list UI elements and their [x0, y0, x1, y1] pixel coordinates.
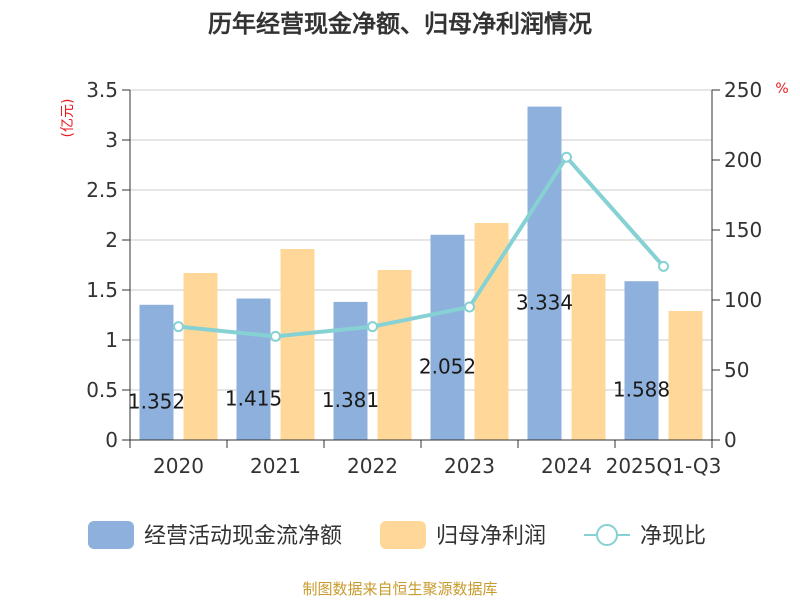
legend-marker: [596, 524, 618, 546]
bar-value-label: 2.052: [419, 354, 476, 378]
y-left-tick-label: 3.5: [86, 78, 118, 102]
bar-value-label: 1.352: [128, 389, 185, 413]
bars: [139, 106, 703, 440]
y-right-tick-label: 200: [724, 148, 762, 172]
bar-cashflow: [333, 301, 368, 440]
y-left-unit: (亿元): [60, 99, 76, 138]
ratio-point: [173, 321, 184, 333]
bar-netprofit: [280, 249, 315, 440]
ratio-point: [270, 330, 281, 342]
axes: 0 0.5 1 1.5 2 2.5 3 3.5 0 50 100 150 200 250 2020 2021 2…: [86, 78, 762, 478]
line-series: [173, 151, 669, 342]
ratio-point: [658, 260, 669, 272]
legend-label: 归母净利润: [436, 524, 546, 549]
y-right-tick-label: 50: [724, 358, 749, 382]
data-labels: 1.352 1.415 1.381 2.052 3.334 1.588: [128, 290, 670, 413]
ratio-point: [561, 151, 572, 163]
bar-netprofit: [183, 273, 218, 440]
legend-label: 经营活动现金流净额: [144, 524, 342, 549]
bar-cashflow: [236, 298, 271, 440]
bar-cashflow: [139, 304, 174, 440]
y-right-unit: %: [775, 81, 788, 97]
legend-label: 净现比: [640, 524, 706, 549]
y-left-tick-label: 0.5: [86, 378, 118, 402]
y-left-tick-label: 2: [105, 228, 118, 252]
ratio-point: [464, 301, 475, 313]
x-tick-label: 2023: [444, 454, 495, 478]
bar-netprofit: [668, 311, 703, 440]
bar-value-label: 1.381: [322, 388, 379, 412]
grid: [130, 89, 712, 441]
legend-swatch: [380, 521, 426, 549]
x-tick-label: 2022: [347, 454, 398, 478]
y-left-tick-label: 0: [105, 428, 118, 452]
legend: 经营活动现金流净额 归母净利润 净现比: [88, 521, 706, 549]
y-left-tick-label: 3: [105, 128, 118, 152]
bar-value-label: 3.334: [516, 290, 573, 314]
ratio-point: [367, 321, 378, 333]
bar-netprofit: [571, 274, 606, 440]
ratio-line: [178, 153, 665, 339]
source-note: 制图数据来自恒生聚源数据库: [302, 580, 497, 598]
x-tick-label: 2020: [153, 454, 204, 478]
x-tick-label: 2021: [250, 454, 301, 478]
chart-title: 历年经营现金净额、归母净利润情况: [208, 10, 592, 38]
bar-value-label: 1.588: [613, 378, 670, 402]
x-tick-label: 2025Q1-Q3: [606, 454, 722, 478]
y-left-tick-label: 1.5: [86, 278, 118, 302]
x-tick-label: 2024: [541, 454, 592, 478]
y-left-tick-label: 1: [105, 328, 118, 352]
bar-netprofit: [377, 270, 412, 440]
bar-value-label: 1.415: [225, 386, 282, 410]
legend-swatch: [88, 521, 134, 549]
bar-cashflow: [527, 106, 562, 440]
y-right-tick-label: 0: [724, 428, 737, 452]
y-left-tick-label: 2.5: [86, 178, 118, 202]
bar-cashflow: [430, 234, 465, 440]
y-right-tick-label: 150: [724, 218, 762, 242]
bar-cashflow: [624, 281, 659, 440]
y-right-tick-label: 250: [724, 78, 762, 102]
y-right-tick-label: 100: [724, 288, 762, 312]
